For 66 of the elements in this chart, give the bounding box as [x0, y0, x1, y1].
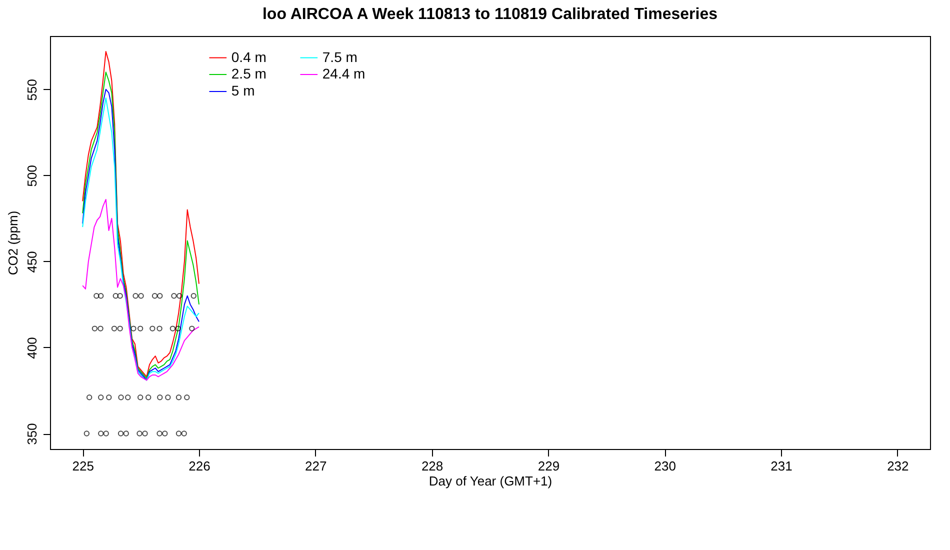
- x-axis-title: Day of Year (GMT+1): [428, 474, 552, 488]
- point: [123, 430, 129, 436]
- point: [171, 293, 177, 299]
- point: [103, 430, 109, 436]
- point: [175, 326, 181, 332]
- legend-label: 5 m: [231, 82, 255, 98]
- x-tick-label: 231: [770, 458, 792, 474]
- legend-label: 7.5 m: [322, 48, 358, 65]
- point: [111, 326, 118, 332]
- point: [165, 394, 171, 400]
- chart-title: loo AIRCOA A Week 110813 to 110819 Calibrated Timeseries: [262, 6, 718, 23]
- point: [106, 394, 112, 400]
- x-tick-label: 232: [887, 458, 909, 474]
- x-tick-label: 230: [654, 458, 676, 474]
- point: [170, 326, 176, 332]
- y-tick-label: 550: [24, 78, 40, 101]
- point: [118, 394, 124, 400]
- point: [137, 394, 144, 400]
- x-tick-label: 226: [188, 458, 210, 474]
- y-tick-label: 400: [24, 337, 40, 359]
- point: [125, 394, 131, 400]
- point: [176, 430, 182, 436]
- x-tick-label: 227: [305, 458, 327, 474]
- point: [132, 293, 138, 299]
- point: [152, 293, 158, 299]
- point: [162, 430, 168, 436]
- point: [94, 293, 100, 299]
- point: [98, 326, 104, 332]
- point: [118, 430, 124, 436]
- point: [142, 430, 148, 436]
- point: [176, 293, 182, 299]
- point: [117, 293, 123, 299]
- y-tick-label: 500: [24, 165, 40, 187]
- legend-label: 0.4 m: [231, 48, 266, 65]
- point: [138, 293, 144, 299]
- point: [157, 394, 163, 400]
- point: [117, 326, 123, 332]
- point: [156, 326, 162, 332]
- point: [98, 394, 104, 400]
- legend-label: 24.4 m: [322, 66, 366, 82]
- x-tick-label: 229: [538, 458, 560, 474]
- point: [130, 326, 136, 332]
- point: [112, 293, 118, 299]
- point: [84, 430, 90, 436]
- point: [86, 394, 92, 400]
- point: [189, 326, 195, 332]
- point: [137, 326, 144, 332]
- line-series: [82, 198, 200, 381]
- legend-label: 2.5 m: [231, 66, 266, 82]
- point: [190, 293, 196, 299]
- point: [157, 293, 163, 299]
- point: [176, 394, 182, 400]
- point: [98, 293, 104, 299]
- point: [150, 326, 156, 332]
- point: [136, 430, 142, 436]
- point: [98, 430, 104, 436]
- x-tick-label: 225: [72, 458, 94, 474]
- point: [181, 430, 187, 436]
- point: [184, 394, 190, 400]
- y-axis-title: CO2 (ppm): [6, 210, 20, 276]
- point: [146, 394, 152, 400]
- x-tick-label: 228: [421, 458, 444, 474]
- point: [156, 430, 162, 436]
- y-tick-label: 350: [24, 423, 40, 445]
- point: [92, 326, 98, 332]
- y-tick-label: 450: [24, 251, 40, 273]
